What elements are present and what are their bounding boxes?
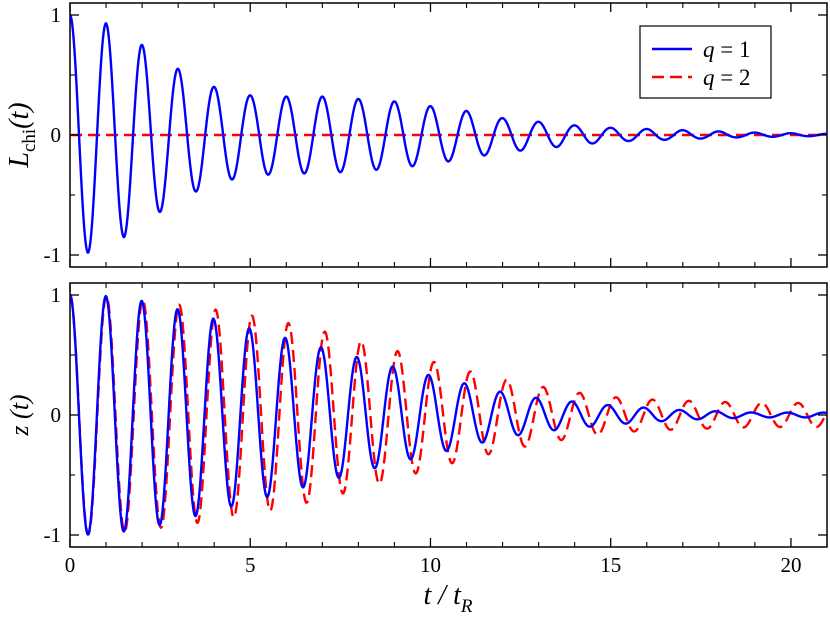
top-ylabel-tail: (t) — [4, 102, 35, 128]
x-tick-label: 15 — [600, 553, 621, 577]
legend-entry-q1-symbol: q — [703, 37, 715, 62]
x-axis-label-main: t / t — [424, 580, 463, 611]
legend-entry-q1: q = 1 — [703, 37, 750, 62]
svg-text:Lchi(t): Lchi(t) — [4, 102, 40, 168]
x-tick-label: 10 — [420, 553, 441, 577]
bottom-series-group — [70, 293, 827, 536]
x-axis-label: t / tR — [424, 580, 473, 617]
legend-entry-q2-text: = 2 — [715, 65, 751, 90]
bottom-y-tick-label: 0 — [51, 403, 62, 427]
bottom-y-tick-label: -1 — [44, 523, 62, 547]
legend: q = 1 q = 2 — [639, 25, 772, 99]
top-y-tick-label: 0 — [51, 123, 62, 147]
legend-entry-q2-symbol: q — [703, 65, 715, 90]
x-axis-label-sub: R — [460, 596, 473, 617]
top-y-axis-label: Lchi(t) — [4, 102, 40, 168]
bottom-ylabel: z (t) — [5, 394, 34, 436]
top-series-group — [70, 14, 827, 254]
top-series-q1 — [70, 14, 827, 254]
bottom-series-q1 — [70, 294, 827, 536]
top-ylabel-main: L — [4, 152, 35, 169]
top-ylabel-sub: chi — [19, 129, 40, 152]
legend-box — [639, 25, 772, 99]
top-ticks-group: 1 0 -1 — [44, 3, 828, 267]
top-panel: 1 0 -1 Lchi(t) q = 1 q = 2 — [4, 2, 828, 268]
bottom-y-tick-label: 1 — [51, 283, 62, 307]
legend-entry-q1-text: = 1 — [715, 37, 751, 62]
top-y-tick-label: 1 — [51, 3, 62, 27]
x-tick-label: 0 — [65, 553, 76, 577]
legend-entry-q2: q = 2 — [703, 65, 750, 90]
bottom-y-axis-label: z (t) — [5, 394, 34, 436]
x-tick-label: 20 — [780, 553, 801, 577]
top-y-tick-label: -1 — [44, 243, 62, 267]
x-tick-label: 5 — [245, 553, 256, 577]
bottom-series-q2 — [70, 293, 827, 536]
